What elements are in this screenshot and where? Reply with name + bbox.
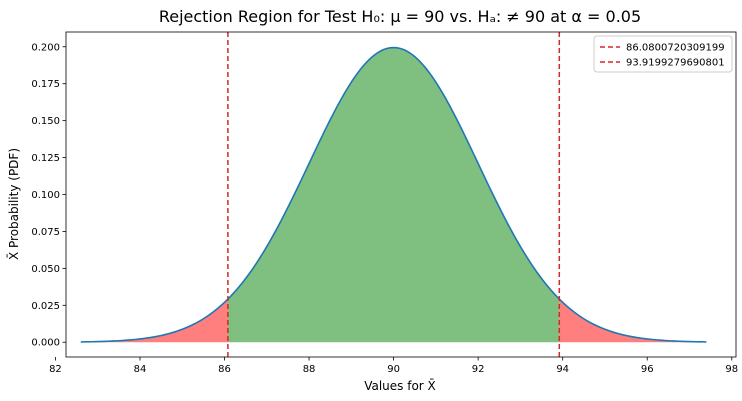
chart-title: Rejection Region for Test H₀: μ = 90 vs.… — [159, 7, 641, 26]
y-tick-label: 0.075 — [31, 227, 60, 238]
x-tick-label: 92 — [472, 364, 485, 375]
y-tick-label: 0.100 — [31, 190, 60, 201]
x-tick-label: 90 — [387, 364, 400, 375]
y-tick-label: 0.000 — [31, 338, 60, 349]
y-tick-label: 0.175 — [31, 79, 60, 90]
y-tick-label: 0.025 — [31, 301, 60, 312]
y-tick-label: 0.200 — [31, 42, 60, 53]
x-tick-label: 96 — [641, 364, 654, 375]
x-axis-label: Values for X̄ — [364, 379, 436, 393]
y-axis-label: X̄ Probability (PDF) — [7, 148, 21, 260]
shaded-region-rejection-right — [559, 299, 707, 343]
x-tick-label: 98 — [725, 364, 738, 375]
x-tick-label: 94 — [556, 364, 569, 375]
y-tick-label: 0.050 — [31, 264, 60, 275]
x-tick-label: 88 — [303, 364, 316, 375]
x-tick-label: 82 — [49, 364, 62, 375]
plot-area — [80, 32, 707, 357]
pdf-curve-line — [80, 46, 707, 343]
legend-entry-label: 93.9199279690801 — [626, 58, 725, 69]
shaded-region-acceptance — [227, 47, 560, 343]
y-tick-label: 0.150 — [31, 116, 60, 127]
y-tick-label: 0.125 — [31, 153, 60, 164]
legend-entry-label: 86.0800720309199 — [626, 43, 725, 54]
legend: 86.0800720309199 93.9199279690801 — [593, 35, 733, 73]
x-tick-label: 84 — [134, 364, 147, 375]
legend-box — [593, 35, 733, 73]
shaded-region-rejection-left — [80, 299, 228, 343]
axes: 82 84 86 88 90 92 94 96 98 0.000 0.025 0.050 0.075 0.… — [31, 31, 738, 375]
x-tick-label: 86 — [218, 364, 231, 375]
